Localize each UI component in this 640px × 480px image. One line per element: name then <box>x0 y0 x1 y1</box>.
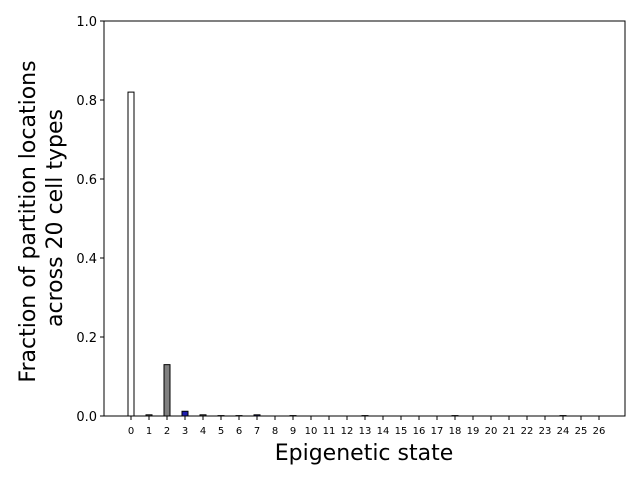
x-tick-label: 17 <box>431 426 444 437</box>
x-tick-label: 16 <box>413 426 426 437</box>
x-tick-label: 23 <box>539 426 552 437</box>
x-tick-label: 3 <box>182 426 188 437</box>
bar-state-0 <box>127 91 135 417</box>
x-tick-label: 9 <box>290 426 296 437</box>
y-axis-label-line-1: Fraction of partition locations <box>16 60 41 382</box>
x-tick-label: 19 <box>467 426 480 437</box>
y-tick-label: 0.0 <box>76 410 97 425</box>
x-axis-ticks: 0 1 2 3 4 5 6 7 8 9 10 11 12 13 14 15 16 17 18 19 20 21 22 23 24… <box>128 416 606 437</box>
x-tick-label: 2 <box>164 426 170 437</box>
x-tick-label: 7 <box>254 426 260 437</box>
y-tick-label: 0.4 <box>76 252 97 267</box>
y-axis-label: Fraction of partition locations across 2… <box>16 53 68 382</box>
x-tick-label: 21 <box>503 426 516 437</box>
x-tick-label: 14 <box>377 426 390 437</box>
x-tick-label: 12 <box>341 426 354 437</box>
plot-frame <box>103 20 626 417</box>
x-tick-label: 0 <box>128 426 134 437</box>
x-tick-label: 13 <box>359 426 372 437</box>
y-axis-ticks: 0.0 0.2 0.4 0.6 0.8 1.0 <box>76 15 104 425</box>
bar-state-2 <box>163 364 171 417</box>
bars <box>127 91 567 417</box>
x-tick-label: 22 <box>521 426 534 437</box>
x-tick-label: 26 <box>593 426 606 437</box>
x-tick-label: 15 <box>395 426 408 437</box>
x-tick-label: 20 <box>485 426 498 437</box>
x-tick-label: 6 <box>236 426 242 437</box>
y-tick-label: 0.6 <box>76 173 97 188</box>
bar-state-3 <box>181 410 189 417</box>
x-tick-label: 4 <box>200 426 206 437</box>
x-tick-label: 1 <box>146 426 152 437</box>
x-tick-label: 5 <box>218 426 224 437</box>
x-axis-label: Epigenetic state <box>275 441 454 466</box>
x-tick-label: 18 <box>449 426 462 437</box>
x-tick-label: 24 <box>557 426 570 437</box>
x-tick-label: 10 <box>305 426 318 437</box>
y-tick-label: 0.2 <box>76 331 97 346</box>
y-tick-label: 0.8 <box>76 94 97 109</box>
y-axis-label-line-2: across 20 cell types <box>43 109 68 327</box>
y-tick-label: 1.0 <box>76 15 97 30</box>
x-tick-label: 11 <box>323 426 336 437</box>
x-tick-label: 8 <box>272 426 278 437</box>
x-tick-label: 25 <box>575 426 588 437</box>
